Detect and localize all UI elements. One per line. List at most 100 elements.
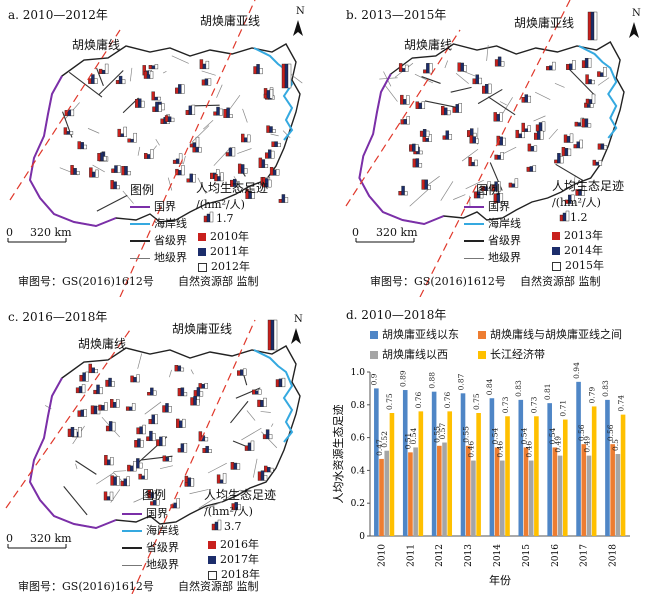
- footprint-bar: [207, 78, 212, 86]
- prefecture-boundary: [465, 179, 484, 190]
- legend-border-b: 国界: [464, 198, 510, 214]
- prefecture-boundary: [216, 84, 223, 98]
- footprint-bar: [127, 464, 131, 472]
- footprint-bar: [213, 111, 217, 116]
- footprint-bar: [403, 99, 407, 105]
- footprint-bar: [252, 389, 256, 395]
- footprint-bar: [236, 463, 241, 470]
- footprint-bar: [536, 130, 541, 140]
- footprint-bar: [257, 471, 262, 481]
- footprint-bar: [190, 397, 194, 406]
- prefecture-boundary: [201, 70, 216, 76]
- bar-0-2013: [460, 393, 466, 536]
- prefecture-boundary: [486, 45, 489, 61]
- prefecture-boundary: [226, 489, 241, 499]
- footprint-bar: [499, 136, 503, 146]
- footprint-bar: [457, 62, 461, 72]
- footprint-bar: [127, 138, 131, 143]
- data-label: 0.54: [519, 428, 528, 445]
- footprint-bar: [251, 190, 255, 199]
- footprint-bar: [497, 181, 501, 192]
- bar-chart: 0 0.2 0.4 0.6 0.8 1.0 0.9 0.470.52 0.75 2010 0.89 0…: [331, 362, 630, 587]
- legend-province-c: 省级界: [122, 539, 179, 555]
- data-label: 0.74: [616, 395, 625, 412]
- data-label: 0.54: [409, 428, 418, 445]
- north-label-b: N: [632, 8, 641, 19]
- bar-2-2010: [384, 450, 390, 536]
- footprint-bar: [418, 163, 423, 168]
- legend-coast-b: 海岸线: [464, 215, 521, 231]
- bar-0-2014: [489, 398, 495, 536]
- footprint-bar: [576, 141, 580, 149]
- footprint-bar: [193, 390, 198, 397]
- panel-title-c: c. 2016—2018年: [8, 310, 108, 324]
- prefecture-boundary: [203, 119, 214, 130]
- footprint-bar: [190, 478, 195, 487]
- footprint-bar: [199, 59, 204, 70]
- scale-label-a: 320 km: [30, 226, 72, 239]
- footprint-bar: [579, 139, 583, 149]
- footprint-bar: [427, 185, 431, 190]
- footprint-bar: [475, 74, 479, 85]
- footprint-title-a: 人均生态足迹: [196, 181, 269, 195]
- footprint-bar: [603, 145, 608, 150]
- footprint-bar: [585, 74, 589, 85]
- footprint-bar: [144, 469, 148, 480]
- footprint-bar: [269, 88, 274, 99]
- footprint-bar: [508, 182, 513, 188]
- footprint-bar: [220, 172, 224, 182]
- prefecture-boundary: [133, 496, 147, 503]
- footprint-bar: [196, 399, 200, 406]
- footprint-bar: [497, 154, 501, 160]
- footprint-bar: [205, 445, 209, 453]
- prefecture-boundary: [499, 101, 507, 106]
- footprint-bar: [117, 165, 121, 173]
- data-label: 0.71: [559, 400, 568, 417]
- data-label: 0.87: [456, 373, 465, 390]
- hu-subline: [119, 0, 256, 297]
- footprint-bar: [131, 403, 136, 411]
- footprint-bar: [275, 169, 280, 176]
- footprint-bar: [161, 103, 165, 111]
- footprint-bar: [428, 134, 432, 142]
- footprint-bar: [195, 136, 200, 148]
- footprint-bar: [566, 63, 570, 70]
- footprint-bar: [222, 473, 227, 484]
- footprint-bar: [81, 384, 86, 394]
- data-label: 0.56: [577, 424, 586, 441]
- footprint-bar: [168, 456, 173, 462]
- y-tick-label: 0: [359, 532, 365, 542]
- bar-2-2015: [528, 460, 534, 536]
- footprint-bar: [187, 477, 192, 487]
- footprint-bar: [147, 392, 151, 396]
- footprint-bar: [585, 98, 590, 104]
- hu-line-label-c: 胡焕庸线: [78, 337, 127, 351]
- bar-2-2013: [471, 460, 476, 536]
- footprint-bar: [93, 405, 98, 415]
- footprint-bar: [237, 504, 241, 511]
- prefecture-boundary: [409, 188, 430, 207]
- footprint-bar: [243, 168, 248, 174]
- x-tick-label: 2016: [551, 544, 561, 567]
- footprint-bar: [118, 75, 123, 85]
- footprint-bar: [204, 437, 209, 442]
- footprint-bar: [494, 59, 499, 67]
- coastline: [578, 45, 618, 139]
- bar-1-2014: [494, 447, 500, 536]
- footprint-bar: [557, 153, 561, 164]
- footprint-bar: [447, 110, 451, 116]
- footprint-bar: [225, 152, 230, 157]
- footprint-bar: [406, 95, 410, 105]
- footprint-bar: [141, 100, 145, 108]
- footprint-bar: [134, 440, 138, 448]
- footprint-bar: [80, 142, 84, 150]
- footprint-bar: [114, 165, 118, 173]
- prefecture-boundary: [241, 427, 262, 441]
- prefecture-boundary: [242, 108, 248, 123]
- province-boundary: [450, 86, 472, 93]
- footprint-bar: [421, 179, 425, 190]
- footprint-bar: [176, 418, 180, 428]
- footprint-bar: [270, 467, 274, 473]
- footprint-bar: [121, 79, 126, 85]
- legend-coast-c: 海岸线: [122, 522, 179, 538]
